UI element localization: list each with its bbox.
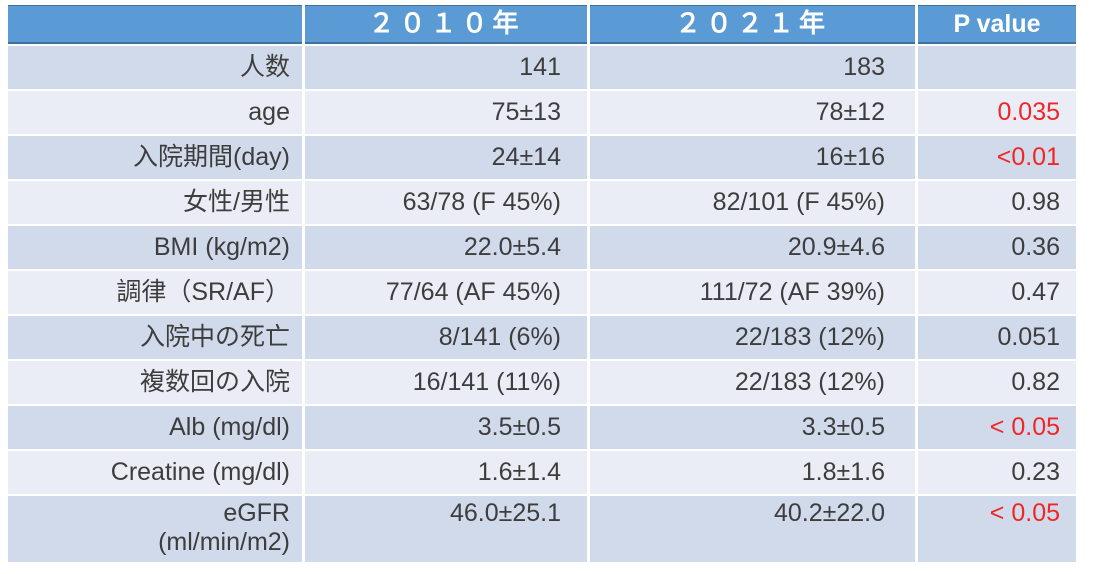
row-label: 入院中の死亡	[8, 316, 302, 359]
p-value: 0.36	[918, 226, 1076, 269]
value-2021: 20.9±4.6	[590, 226, 915, 269]
table-row: 入院期間(day) 24±14 16±16 <0.01	[8, 136, 1076, 179]
table-row: age 75±13 78±12 0.035	[8, 91, 1076, 134]
table-row: Creatine (mg/dl) 1.6±1.4 1.8±1.6 0.23	[8, 451, 1076, 494]
row-label: 入院期間(day)	[8, 136, 302, 179]
value-2021: 22/183 (12%)	[590, 316, 915, 359]
value-2021: 3.3±0.5	[590, 406, 915, 449]
row-label: age	[8, 91, 302, 134]
p-value: 0.82	[918, 361, 1076, 404]
value-2010: 63/78 (F 45%)	[305, 181, 587, 224]
row-label: Creatine (mg/dl)	[8, 451, 302, 494]
p-value: < 0.05	[918, 406, 1076, 449]
table-row: 複数回の入院 16/141 (11%) 22/183 (12%) 0.82	[8, 361, 1076, 404]
row-label: 人数	[8, 46, 302, 89]
table-header-row: ２０１０年 ２０２１年 P value	[8, 5, 1076, 44]
value-2010: 141	[305, 46, 587, 89]
value-2021: 78±12	[590, 91, 915, 134]
value-2021: 40.2±22.0	[590, 496, 915, 562]
value-2021: 22/183 (12%)	[590, 361, 915, 404]
row-label: 調律（SR/AF）	[8, 271, 302, 314]
row-label: 女性/男性	[8, 181, 302, 224]
value-2010: 24±14	[305, 136, 587, 179]
header-p-value: P value	[918, 5, 1076, 44]
value-2010: 22.0±5.4	[305, 226, 587, 269]
comparison-table: ２０１０年 ２０２１年 P value 人数 141 183 age 75±13…	[5, 3, 1079, 564]
value-2021: 16±16	[590, 136, 915, 179]
value-2010: 77/64 (AF 45%)	[305, 271, 587, 314]
table-row: 調律（SR/AF） 77/64 (AF 45%) 111/72 (AF 39%)…	[8, 271, 1076, 314]
value-2010: 1.6±1.4	[305, 451, 587, 494]
row-label: 複数回の入院	[8, 361, 302, 404]
header-2010: ２０１０年	[305, 5, 587, 44]
value-2010: 8/141 (6%)	[305, 316, 587, 359]
header-2021: ２０２１年	[590, 5, 915, 44]
value-2010: 75±13	[305, 91, 587, 134]
value-2010: 3.5±0.5	[305, 406, 587, 449]
table-row: Alb (mg/dl) 3.5±0.5 3.3±0.5 < 0.05	[8, 406, 1076, 449]
p-value: 0.23	[918, 451, 1076, 494]
table-row: 入院中の死亡 8/141 (6%) 22/183 (12%) 0.051	[8, 316, 1076, 359]
p-value: 0.47	[918, 271, 1076, 314]
row-label: Alb (mg/dl)	[8, 406, 302, 449]
value-2010: 16/141 (11%)	[305, 361, 587, 404]
header-empty-cell	[8, 5, 302, 44]
p-value: <0.01	[918, 136, 1076, 179]
p-value: < 0.05	[918, 496, 1076, 562]
p-value: 0.98	[918, 181, 1076, 224]
p-value: 0.051	[918, 316, 1076, 359]
row-label: BMI (kg/m2)	[8, 226, 302, 269]
value-2021: 82/101 (F 45%)	[590, 181, 915, 224]
value-2010: 46.0±25.1	[305, 496, 587, 562]
table-row: eGFR (ml/min/m2) 46.0±25.1 40.2±22.0 < 0…	[8, 496, 1076, 562]
table-row: BMI (kg/m2) 22.0±5.4 20.9±4.6 0.36	[8, 226, 1076, 269]
table-row: 人数 141 183	[8, 46, 1076, 89]
row-label: eGFR (ml/min/m2)	[8, 496, 302, 562]
table-row: 女性/男性 63/78 (F 45%) 82/101 (F 45%) 0.98	[8, 181, 1076, 224]
value-2021: 1.8±1.6	[590, 451, 915, 494]
value-2021: 111/72 (AF 39%)	[590, 271, 915, 314]
p-value: 0.035	[918, 91, 1076, 134]
value-2021: 183	[590, 46, 915, 89]
p-value	[918, 46, 1076, 89]
